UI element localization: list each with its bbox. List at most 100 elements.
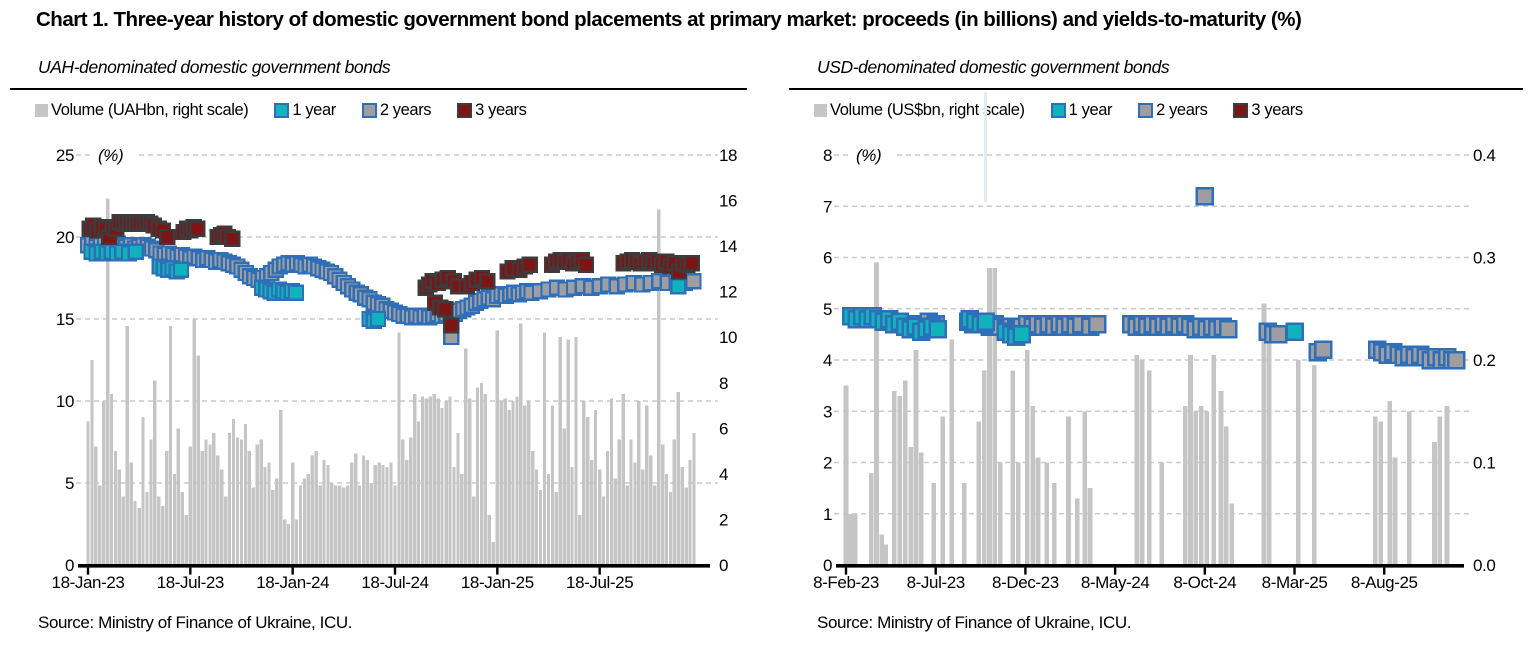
x-axis-tick <box>1293 567 1296 575</box>
left-axis-label: 10 <box>56 392 74 411</box>
volume-bar <box>843 385 849 565</box>
marker-1year <box>369 310 387 328</box>
volume-bar <box>574 337 578 565</box>
volume-bar <box>326 464 330 565</box>
volume-bar <box>235 437 240 565</box>
legend-label: 2 years <box>1156 101 1208 119</box>
legend-item-volume: Volume (UAHbn, right scale) <box>35 101 249 120</box>
volume-bar <box>997 462 1003 565</box>
legend-item-volume: Volume (US$bn, right scale) <box>814 101 1025 120</box>
volume-bar <box>1066 416 1071 565</box>
x-axis-label: 8-Mar-25 <box>1262 573 1328 592</box>
volume-bar <box>405 460 409 565</box>
volume-bar <box>1051 483 1057 565</box>
left-axis-label: 8 <box>823 146 832 165</box>
legend-item-1year: 1 year <box>1050 101 1113 120</box>
chart-panel-usd: USD-denominated domestic government bond… <box>789 0 1523 667</box>
marker-2years <box>685 273 702 290</box>
volume-bar <box>283 519 287 565</box>
volume-bar <box>499 401 503 565</box>
left-axis-label: 4 <box>823 351 832 370</box>
chart-panel-uah: UAH-denominated domestic government bond… <box>10 0 747 667</box>
volume-bar <box>196 355 200 565</box>
volume-bar <box>523 405 527 565</box>
volume-bar <box>637 401 641 565</box>
volume-bar <box>176 428 181 565</box>
volume-bar <box>109 394 114 565</box>
x-axis-tick <box>1113 567 1117 575</box>
x-axis-line <box>78 564 710 568</box>
marker-2years <box>1313 340 1333 359</box>
left-axis-label: 15 <box>56 310 74 329</box>
x-axis-tick <box>189 567 192 575</box>
volume-bar <box>519 323 523 565</box>
legend-label: 3 years <box>1251 101 1303 119</box>
volume-bar <box>227 432 232 565</box>
volume-bar <box>397 332 401 565</box>
volume-bar <box>121 496 125 565</box>
volume-bar <box>255 444 259 565</box>
volume-bar <box>350 462 354 565</box>
left-axis-label: 5 <box>65 474 74 493</box>
volume-bar <box>981 370 987 565</box>
volume-bar <box>1387 401 1392 565</box>
volume-bar <box>527 401 531 565</box>
three-years-swatch-icon <box>1233 103 1249 118</box>
volume-bar <box>1204 411 1209 565</box>
volume-bar <box>1432 442 1437 565</box>
volume-bar <box>1261 303 1267 565</box>
volume-bar <box>94 446 98 565</box>
legend-item-3years: 3 years <box>1233 101 1303 120</box>
volume-bar <box>664 473 669 565</box>
left-axis-label: 1 <box>823 505 832 524</box>
marker-2years <box>1087 314 1107 334</box>
right-axis-label: 0.2 <box>1473 351 1495 370</box>
volume-bar <box>188 446 192 565</box>
volume-bar <box>330 483 334 565</box>
legend-item-2years: 2 years <box>361 101 432 120</box>
volume-bar <box>357 485 362 565</box>
volume-bar <box>1010 370 1016 565</box>
volume-bar <box>538 489 543 565</box>
volume-bar <box>586 416 590 565</box>
legend-uah: Volume (UAHbn, right scale) 1 year 2 yea… <box>35 101 527 120</box>
marker-1year <box>1012 325 1032 344</box>
volume-bar <box>440 407 444 565</box>
volume-bar <box>310 455 314 565</box>
volume-bar <box>200 451 204 565</box>
volume-bar <box>168 325 173 565</box>
volume-bar <box>102 401 106 565</box>
volume-bar <box>483 394 488 565</box>
volume-bar <box>931 483 937 565</box>
x-axis-tick <box>86 567 90 575</box>
left-axis-label: 2 <box>823 454 832 473</box>
usd-chart-canvas: (%) 8 7 6 5 4 3 2 1 0 0.4 0.3 0.2 0.1 0.0 8-Feb-23 8-Jul… <box>813 144 1496 592</box>
x-axis-line <box>836 564 1464 568</box>
volume-bar <box>436 398 440 565</box>
volume-bar <box>848 513 853 565</box>
marker-3years <box>159 228 176 246</box>
marker-3years <box>223 230 241 247</box>
legend-item-2years: 2 years <box>1138 101 1208 120</box>
marker-3years <box>437 301 454 318</box>
volume-bar <box>566 339 570 565</box>
volume-bar <box>617 439 621 565</box>
left-axis-label: 0 <box>65 556 74 575</box>
volume-bar <box>346 485 350 565</box>
volume-bar <box>424 398 429 565</box>
volume-bar <box>692 432 696 565</box>
volume-bar <box>641 469 645 565</box>
marker-3years <box>189 220 206 237</box>
volume-bar <box>456 432 460 565</box>
volume-bar <box>377 462 381 565</box>
marker-3years <box>577 256 595 274</box>
marker-1year <box>928 320 947 339</box>
chart-subtitle-usd: USD-denominated domestic government bond… <box>817 57 1170 77</box>
volume-bar <box>1218 390 1224 565</box>
volume-bar <box>897 395 903 565</box>
volume-bar <box>1444 406 1450 565</box>
x-axis-tick <box>934 567 937 575</box>
volume-bar <box>460 473 464 565</box>
volume-bar <box>1146 370 1152 565</box>
